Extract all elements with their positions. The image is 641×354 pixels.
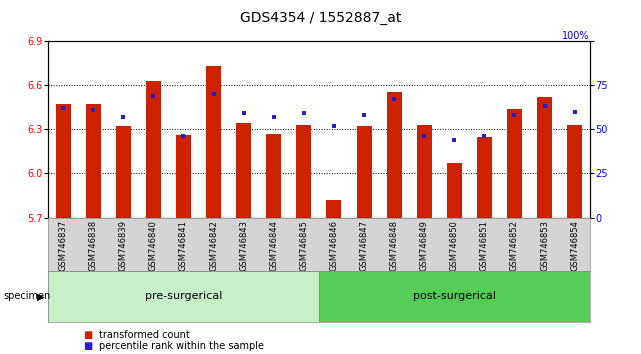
Text: GSM746852: GSM746852 [510,220,519,271]
Text: 100%: 100% [562,31,590,41]
Text: ▶: ▶ [37,291,44,302]
Bar [206,66,221,218]
Bar [507,109,522,218]
Text: GSM746851: GSM746851 [480,220,489,271]
Bar [537,97,552,218]
Bar [387,92,402,218]
Text: GSM746842: GSM746842 [209,220,218,271]
Text: GSM746838: GSM746838 [88,220,97,271]
Text: pre-surgerical: pre-surgerical [145,291,222,302]
Text: specimen: specimen [3,291,51,302]
Text: post-surgerical: post-surgerical [413,291,495,302]
Bar [176,135,191,218]
Text: GSM746839: GSM746839 [119,220,128,271]
Bar [447,163,462,218]
Bar [567,125,582,218]
Text: GSM746845: GSM746845 [299,220,308,271]
Text: GSM746853: GSM746853 [540,220,549,271]
Text: ■: ■ [83,341,92,351]
Text: GSM746850: GSM746850 [450,220,459,271]
Text: GSM746840: GSM746840 [149,220,158,271]
Text: GSM746847: GSM746847 [360,220,369,271]
Bar [56,104,71,218]
Bar [48,271,319,322]
Text: GSM746848: GSM746848 [390,220,399,271]
Text: GDS4354 / 1552887_at: GDS4354 / 1552887_at [240,11,401,25]
Text: GSM746846: GSM746846 [329,220,338,271]
Bar [236,123,251,218]
Bar [146,81,161,218]
Text: GSM746843: GSM746843 [239,220,248,271]
Text: GSM746841: GSM746841 [179,220,188,271]
Bar [417,125,432,218]
Text: transformed count: transformed count [99,330,190,339]
Bar [319,271,590,322]
Bar [477,137,492,218]
Bar [266,134,281,218]
Bar [116,126,131,218]
Bar [356,126,372,218]
Text: GSM746854: GSM746854 [570,220,579,271]
Bar [326,200,342,218]
Bar [296,125,312,218]
Text: GSM746844: GSM746844 [269,220,278,271]
Text: GSM746837: GSM746837 [58,220,67,271]
Text: GSM746849: GSM746849 [420,220,429,271]
Text: percentile rank within the sample: percentile rank within the sample [99,341,264,351]
Bar [86,104,101,218]
Text: ■: ■ [83,330,92,339]
